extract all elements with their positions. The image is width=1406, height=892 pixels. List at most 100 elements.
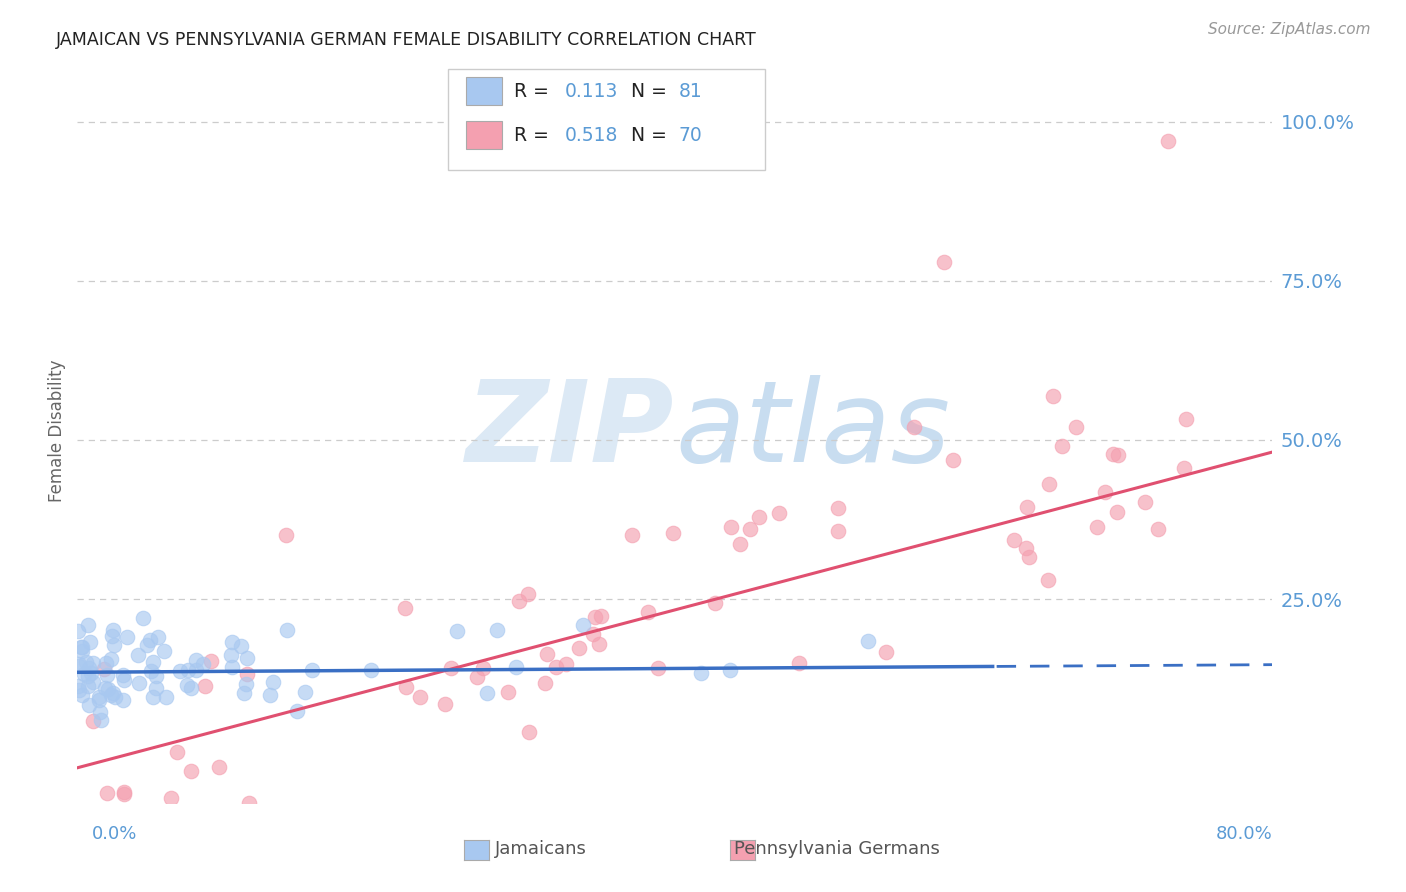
- Point: [117, 630, 139, 644]
- Point: [505, 660, 527, 674]
- Point: [1173, 461, 1195, 475]
- Point: [75, 655, 97, 669]
- Point: [536, 647, 558, 661]
- Point: [111, 668, 134, 682]
- Point: [591, 609, 613, 624]
- Point: [1107, 505, 1129, 519]
- Point: [70, 688, 93, 702]
- Point: [276, 528, 298, 542]
- Text: N =: N =: [631, 126, 672, 145]
- Point: [932, 254, 955, 268]
- Text: R =: R =: [513, 82, 554, 101]
- Text: 0.0%: 0.0%: [91, 825, 136, 843]
- Point: [703, 596, 725, 610]
- Point: [145, 669, 167, 683]
- Point: [136, 638, 159, 652]
- Point: [80, 666, 103, 681]
- Point: [103, 624, 125, 638]
- Point: [259, 688, 281, 702]
- Point: [588, 637, 610, 651]
- Point: [132, 611, 155, 625]
- Point: [496, 685, 519, 699]
- Point: [82, 714, 104, 728]
- Point: [555, 657, 578, 672]
- Point: [176, 678, 198, 692]
- Point: [90, 713, 112, 727]
- Point: [486, 623, 509, 637]
- Point: [690, 665, 713, 680]
- Point: [465, 670, 488, 684]
- Point: [768, 506, 790, 520]
- Point: [141, 655, 163, 669]
- Point: [77, 698, 100, 713]
- Point: [127, 648, 149, 662]
- Point: [77, 617, 100, 632]
- Text: 70: 70: [679, 126, 702, 145]
- Point: [112, 693, 135, 707]
- Point: [145, 681, 167, 696]
- Point: [544, 660, 567, 674]
- Point: [128, 676, 150, 690]
- Point: [221, 634, 243, 648]
- Point: [748, 509, 770, 524]
- Point: [180, 764, 202, 778]
- Point: [166, 745, 188, 759]
- Point: [208, 760, 231, 774]
- Point: [1042, 389, 1064, 403]
- Point: [229, 639, 252, 653]
- Point: [77, 679, 100, 693]
- Point: [94, 681, 117, 695]
- Point: [517, 724, 540, 739]
- Point: [294, 684, 316, 698]
- Text: 81: 81: [679, 82, 702, 101]
- Point: [191, 657, 214, 671]
- Point: [184, 663, 207, 677]
- Point: [942, 452, 965, 467]
- Point: [903, 420, 925, 434]
- Point: [517, 587, 540, 601]
- Point: [1015, 500, 1038, 515]
- Point: [583, 609, 606, 624]
- Point: [112, 673, 135, 687]
- Point: [827, 501, 849, 516]
- Point: [138, 632, 160, 647]
- Point: [96, 786, 118, 800]
- Text: atlas: atlas: [675, 375, 950, 486]
- Text: 80.0%: 80.0%: [1216, 825, 1272, 843]
- Point: [87, 690, 110, 704]
- Text: Source: ZipAtlas.com: Source: ZipAtlas.com: [1208, 22, 1371, 37]
- Point: [718, 663, 741, 677]
- Point: [160, 790, 183, 805]
- Point: [82, 656, 104, 670]
- Point: [114, 787, 136, 801]
- Point: [235, 677, 257, 691]
- Point: [1102, 447, 1125, 461]
- Point: [112, 785, 135, 799]
- FancyBboxPatch shape: [449, 70, 765, 169]
- Point: [301, 664, 323, 678]
- Point: [662, 526, 685, 541]
- Point: [96, 667, 118, 681]
- Point: [67, 659, 90, 673]
- Text: Jamaicans: Jamaicans: [495, 840, 588, 858]
- Point: [66, 624, 89, 638]
- Point: [79, 635, 101, 649]
- Point: [475, 686, 498, 700]
- Point: [360, 663, 382, 677]
- Point: [82, 675, 104, 690]
- Point: [1002, 533, 1025, 547]
- Point: [858, 634, 880, 648]
- Bar: [465, 121, 502, 149]
- Point: [238, 796, 260, 810]
- Point: [440, 661, 463, 675]
- Point: [180, 681, 202, 696]
- Text: N =: N =: [631, 82, 672, 101]
- Point: [76, 669, 98, 683]
- Point: [101, 629, 124, 643]
- Point: [146, 630, 169, 644]
- Point: [101, 686, 124, 700]
- Point: [621, 528, 644, 542]
- Point: [738, 522, 761, 536]
- Point: [67, 657, 90, 671]
- Point: [70, 640, 93, 655]
